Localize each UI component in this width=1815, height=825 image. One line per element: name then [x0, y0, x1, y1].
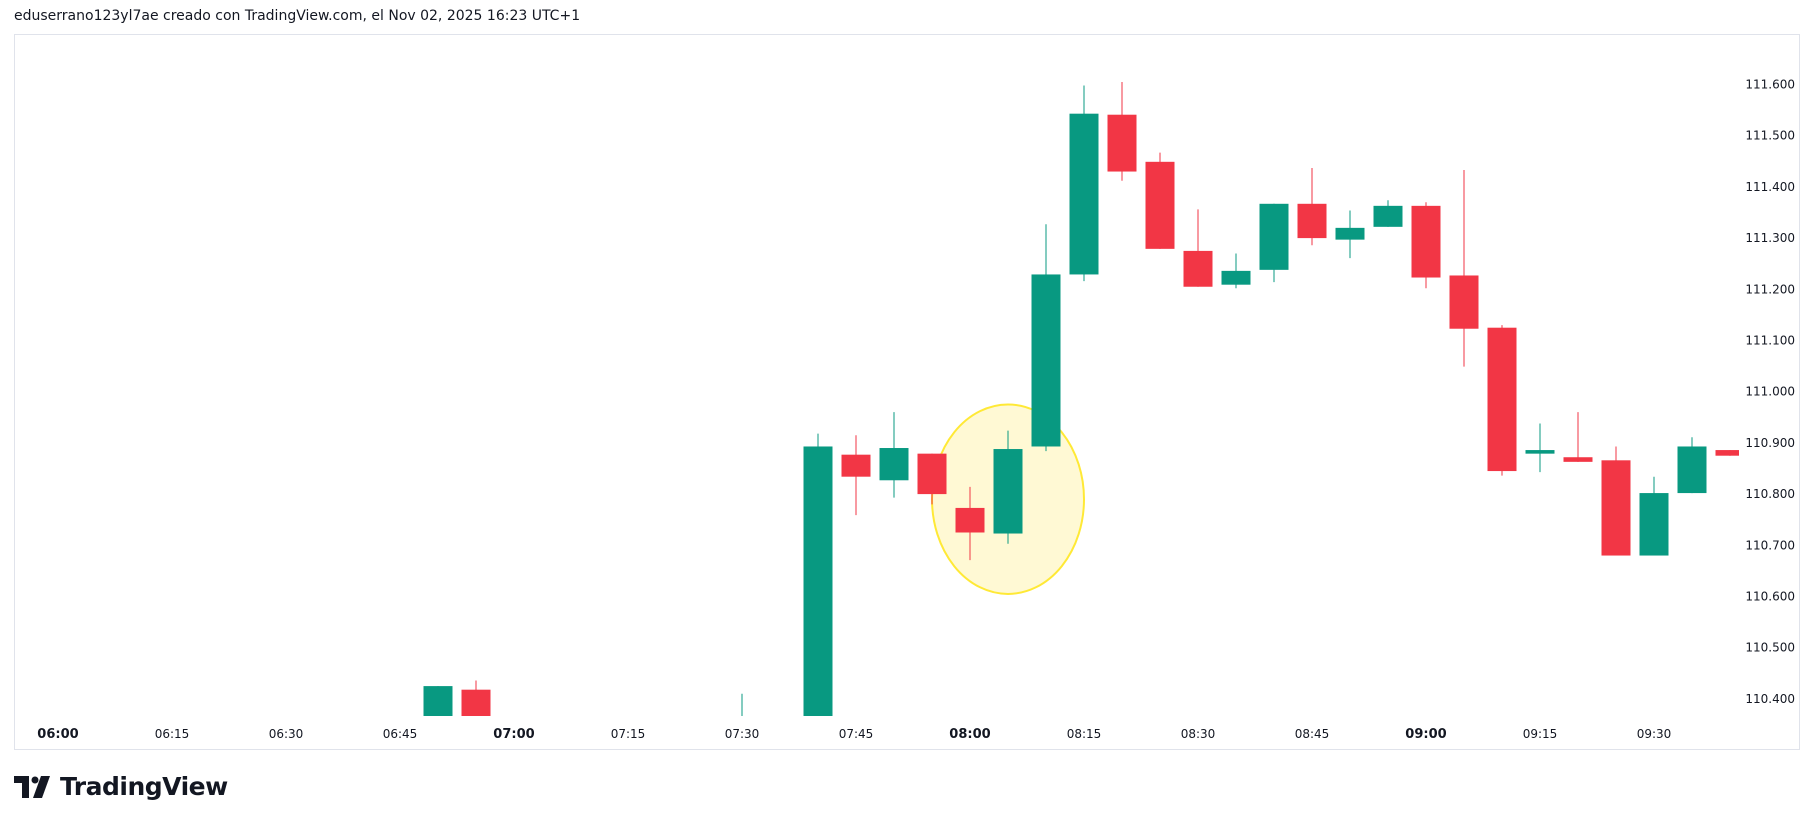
candle[interactable]	[1639, 476, 1669, 556]
candle-body	[1031, 274, 1061, 447]
candle-body	[917, 453, 947, 495]
candle-body	[1183, 250, 1213, 287]
candle-body	[1297, 203, 1327, 239]
chart-frame	[14, 34, 1800, 750]
y-tick-label: 110.700	[1745, 538, 1795, 552]
x-tick-label: 07:30	[725, 727, 760, 741]
candle[interactable]	[1069, 85, 1099, 282]
y-tick-label: 110.600	[1745, 590, 1795, 604]
candle[interactable]	[1677, 437, 1707, 494]
candle-body	[879, 448, 909, 481]
candle[interactable]	[917, 453, 947, 505]
candle-body	[1411, 205, 1441, 278]
candlestick-chart[interactable]: 111.600 111.500 111.400 111.300 111.200 111.1…	[0, 0, 1815, 760]
candle-body	[1601, 460, 1631, 556]
candle-body	[1677, 446, 1707, 494]
candle-body	[1221, 270, 1251, 285]
candle-body	[993, 449, 1023, 534]
tradingview-logo-icon	[14, 775, 50, 798]
candle[interactable]	[1449, 170, 1479, 367]
x-tick-label: 08:00	[949, 727, 990, 742]
candle[interactable]	[993, 430, 1023, 544]
y-tick-label: 110.400	[1745, 692, 1795, 706]
x-tick-label: 08:15	[1067, 727, 1102, 741]
candle[interactable]	[1525, 423, 1555, 473]
chart-header: eduserrano123yl7ae creado con TradingVie…	[14, 8, 581, 24]
candle-body	[1335, 227, 1365, 240]
y-tick-label: 111.200	[1745, 282, 1795, 296]
candle-body	[1563, 457, 1593, 462]
candle[interactable]	[1487, 325, 1517, 476]
x-tick-label: 07:00	[493, 727, 534, 742]
candle-body	[728, 719, 757, 724]
x-tick-label: 07:45	[839, 727, 874, 741]
y-tick-label: 111.400	[1745, 180, 1795, 194]
candle[interactable]	[1221, 253, 1251, 289]
y-tick-label: 110.900	[1745, 436, 1795, 450]
x-tick-label: 08:30	[1181, 727, 1216, 741]
candle-body	[423, 686, 453, 716]
candle-body	[1487, 327, 1517, 472]
candle[interactable]	[1297, 167, 1327, 246]
y-tick-label: 111.600	[1745, 78, 1795, 92]
x-tick-label: 09:00	[1405, 727, 1446, 742]
candle[interactable]	[423, 686, 453, 724]
candle-body	[1449, 275, 1479, 329]
candle-body	[1715, 450, 1739, 456]
candle-body	[1639, 493, 1669, 556]
candle[interactable]	[1601, 446, 1631, 556]
candle-body	[841, 454, 871, 477]
candle-body	[1107, 114, 1137, 172]
candle[interactable]	[1031, 224, 1061, 452]
tradingview-logo[interactable]: TradingView	[14, 772, 228, 801]
candle-body	[1373, 205, 1403, 227]
candle[interactable]	[1259, 203, 1289, 283]
x-tick-label: 06:00	[37, 727, 78, 742]
candle[interactable]	[841, 435, 871, 516]
candle[interactable]	[1563, 412, 1593, 462]
tradingview-logo-text: TradingView	[60, 772, 228, 801]
candle-body	[1069, 113, 1099, 275]
candle-body	[1145, 161, 1175, 249]
candle-body	[1525, 450, 1555, 454]
candle[interactable]	[803, 433, 833, 725]
candle[interactable]	[955, 486, 985, 561]
x-tick-label: 06:45	[383, 727, 418, 741]
candle-body	[955, 507, 985, 533]
y-tick-label: 110.800	[1745, 487, 1795, 501]
x-tick-label: 09:15	[1523, 727, 1558, 741]
candle-body	[803, 446, 833, 716]
candle[interactable]	[1183, 209, 1213, 287]
y-tick-label: 111.000	[1745, 385, 1795, 399]
x-tick-label: 06:30	[269, 727, 304, 741]
candle[interactable]	[1715, 450, 1745, 456]
y-tick-label: 111.300	[1745, 231, 1795, 245]
x-tick-label: 07:15	[611, 727, 646, 741]
candle[interactable]	[1411, 202, 1441, 289]
candle-body	[461, 689, 491, 716]
candle-body	[1259, 203, 1289, 270]
x-tick-label: 09:30	[1637, 727, 1672, 741]
y-tick-label: 110.500	[1745, 641, 1795, 655]
candle[interactable]	[728, 693, 757, 730]
candle[interactable]	[1335, 210, 1365, 259]
candle[interactable]	[1107, 81, 1137, 181]
candle[interactable]	[461, 680, 491, 724]
candle[interactable]	[1373, 200, 1403, 227]
y-tick-label: 111.100	[1745, 334, 1795, 348]
candle[interactable]	[1145, 152, 1175, 249]
y-tick-label: 111.500	[1745, 129, 1795, 143]
candle[interactable]	[879, 412, 909, 498]
x-tick-label: 08:45	[1295, 727, 1330, 741]
x-tick-label: 06:15	[155, 727, 190, 741]
